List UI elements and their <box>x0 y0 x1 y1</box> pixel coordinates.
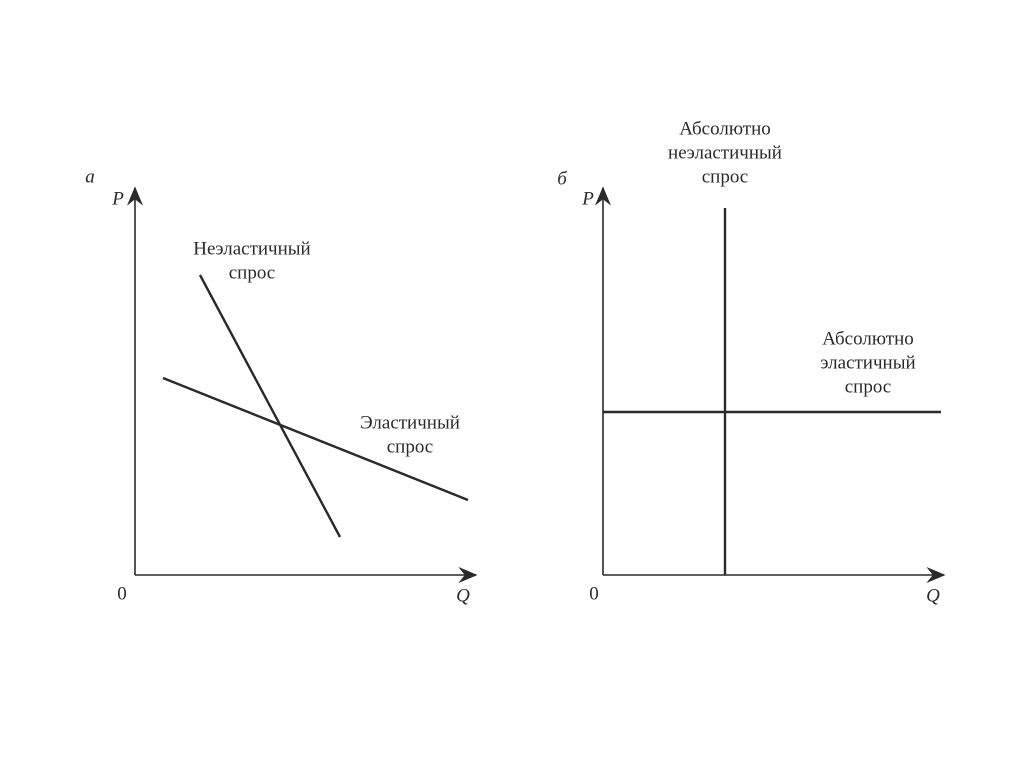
y-axis-label: P <box>111 188 124 209</box>
panel-a: а P 0 Q Неэластичный спрос Эластичный сп… <box>85 166 478 606</box>
curve-label: спрос <box>702 166 749 187</box>
panel-label: а <box>85 166 95 187</box>
curve-label: Абсолютно <box>679 118 771 139</box>
origin-label: 0 <box>589 583 599 604</box>
curve-label: Эластичный <box>360 412 460 433</box>
elastic-demand <box>162 376 469 502</box>
curve-label: Неэластичный <box>193 238 310 259</box>
curve-label: эластичный <box>820 352 915 373</box>
y-axis-label: P <box>581 188 594 209</box>
inelastic-demand <box>198 274 342 538</box>
x-axis-label: Q <box>926 585 940 606</box>
x-axis-label: Q <box>456 585 470 606</box>
panel-label: б <box>557 168 568 189</box>
curve-label: неэластичный <box>668 142 782 163</box>
curve-label: спрос <box>387 436 434 457</box>
origin-label: 0 <box>117 583 127 604</box>
curve-label: спрос <box>845 376 892 397</box>
panel-b: б P 0 Q Абсолютно неэластичный спрос Абс… <box>557 118 946 606</box>
curve-label: Абсолютно <box>822 328 914 349</box>
curve-label: спрос <box>229 262 276 283</box>
